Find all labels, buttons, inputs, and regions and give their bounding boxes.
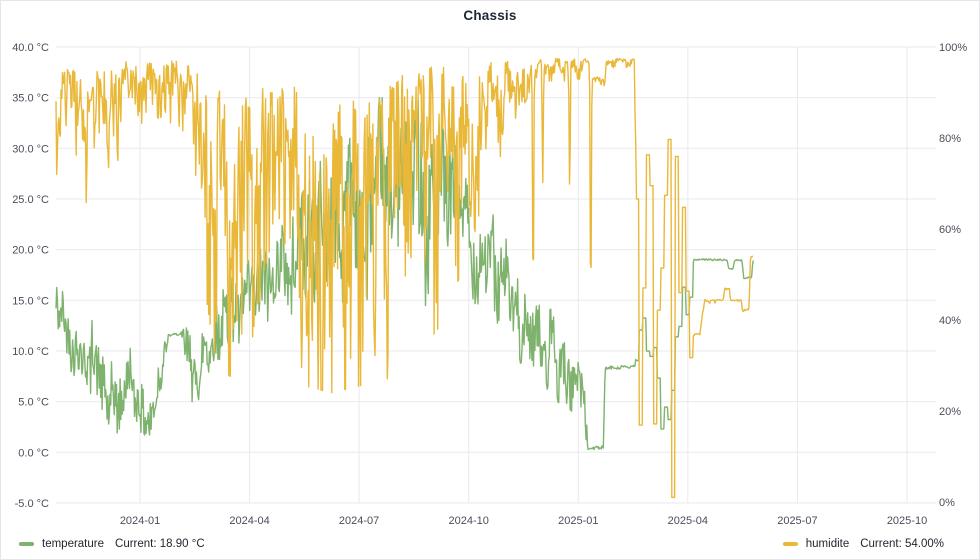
x-axis-tick: 2025-04 <box>668 515 708 527</box>
left-axis-tick: 15.0 °C <box>12 295 49 307</box>
right-axis-tick: 0% <box>939 497 955 509</box>
left-axis-tick: 10.0 °C <box>12 346 49 358</box>
left-axis-tick: 20.0 °C <box>12 245 49 257</box>
x-axis-tick: 2024-07 <box>339 515 379 527</box>
left-axis-ticks: 40.0 °C 35.0 °C 30.0 °C 25.0 °C 20.0 °C 15.0 … <box>12 42 49 510</box>
chart-canvas[interactable]: 40.0 °C 35.0 °C 30.0 °C 25.0 °C 20.0 °C 15.0 … <box>1 1 980 533</box>
panel-title[interactable]: Chassis <box>463 8 517 23</box>
right-axis-tick: 60% <box>939 224 961 236</box>
left-axis-tick: 40.0 °C <box>12 42 49 54</box>
temperature-series-swatch-icon <box>19 542 34 546</box>
right-axis-tick: 100% <box>939 42 967 54</box>
right-axis-tick: 20% <box>939 406 961 418</box>
x-axis-tick: 2024-04 <box>229 515 269 527</box>
x-axis-tick: 2025-07 <box>777 515 817 527</box>
left-axis-tick: 25.0 °C <box>12 194 49 206</box>
x-axis-tick: 2024-01 <box>120 515 160 527</box>
left-axis-tick: -5.0 °C <box>15 498 49 510</box>
left-axis-tick: 0.0 °C <box>18 447 49 459</box>
humidity-series-label: humidite <box>805 538 850 550</box>
x-axis-tick: 2025-10 <box>887 515 927 527</box>
legend-item-humidity[interactable]: humidite Current: 54.00% <box>782 536 944 552</box>
left-axis-tick: 5.0 °C <box>18 397 49 409</box>
humidity-series-swatch-icon <box>782 542 798 546</box>
grid-horizontal <box>56 46 936 504</box>
x-axis-tick: 2025-01 <box>558 515 598 527</box>
humidity-current-value: Current: 54.00% <box>860 538 944 550</box>
legend-item-temperature[interactable]: temperature Current: 18.90 °C <box>19 536 205 552</box>
temperature-current-value: Current: 18.90 °C <box>115 538 205 550</box>
x-axis-ticks: 2024-01 2024-04 2024-07 2024-10 2025-01 2025-… <box>120 515 927 527</box>
left-axis-tick: 35.0 °C <box>12 93 49 105</box>
humidity-series-line <box>55 57 754 499</box>
right-axis-ticks: 100% 80% 60% 40% 20% 0% <box>939 42 967 509</box>
left-axis-tick: 30.0 °C <box>12 143 49 155</box>
right-axis-tick: 80% <box>939 133 961 145</box>
temperature-series-label: temperature <box>42 538 105 550</box>
x-axis-tick: 2024-10 <box>449 515 489 527</box>
right-axis-tick: 40% <box>939 315 961 327</box>
